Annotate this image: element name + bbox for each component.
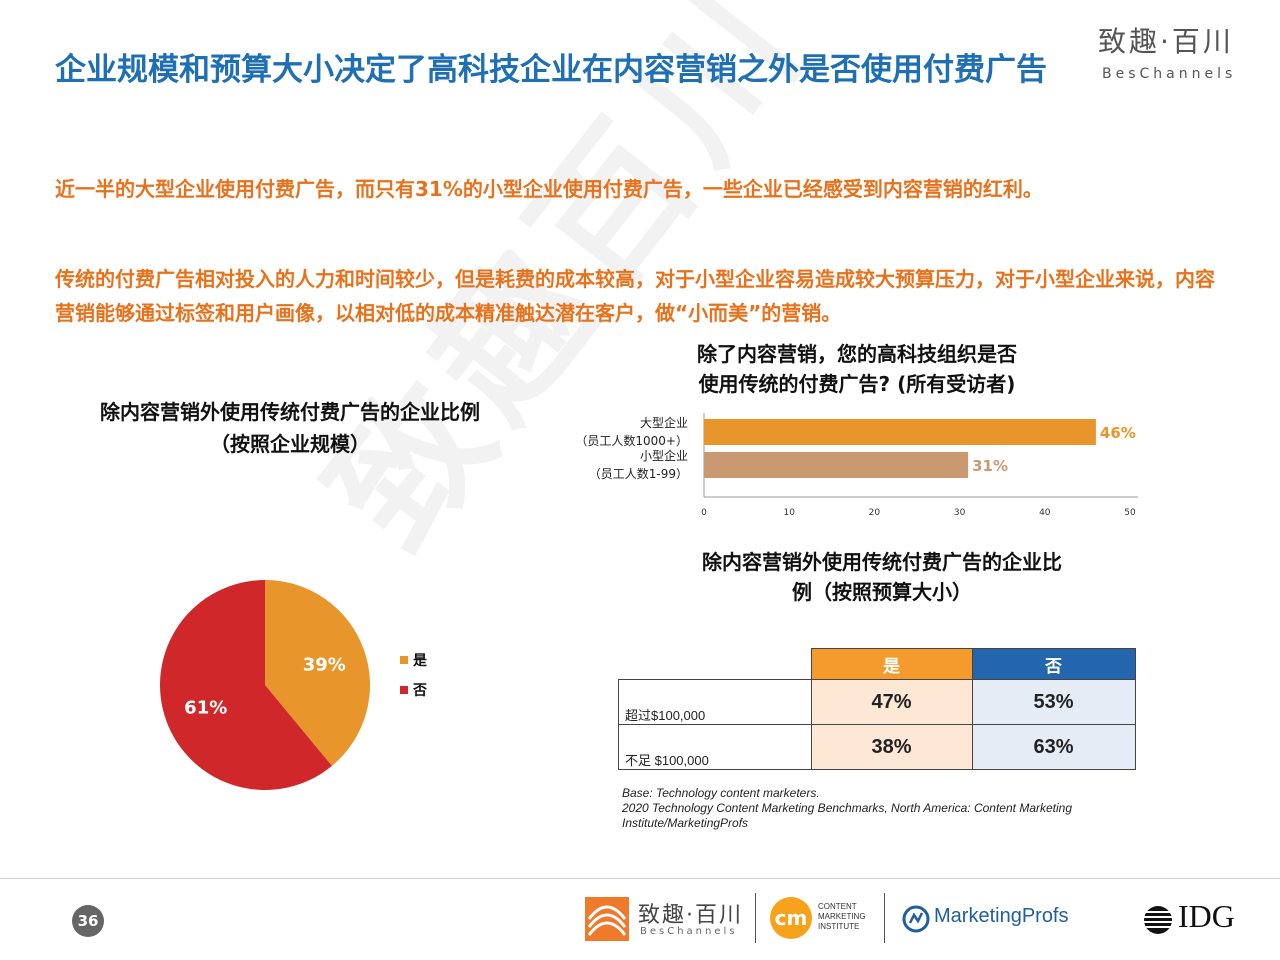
x-tick-label: 10 (783, 508, 795, 518)
legend-label: 是 (413, 653, 428, 669)
column-header-yes: 是 (810, 648, 973, 680)
bar (704, 452, 969, 478)
bar-value-label: 46% (1100, 424, 1136, 442)
pie-slice-label: 61% (184, 697, 227, 718)
legend-swatch (400, 656, 408, 664)
table-corner (619, 649, 812, 680)
x-tick-label: 0 (701, 508, 707, 518)
category-label: （员工人数1000+） (575, 433, 688, 448)
cell-value: 53% (971, 679, 1136, 725)
budget-table: 是 否 超过$100,000 47% 53% 不足 $100,000 38% 6… (618, 648, 1136, 770)
table-title: 除内容营销外使用传统付费广告的企业比 例（按照预算大小） (612, 547, 1152, 607)
pie-slice-label: 39% (303, 655, 346, 676)
category-label: 大型企业 (640, 415, 688, 430)
pie-chart: 39% 61% 是否 (160, 580, 428, 790)
pie-slice (160, 580, 332, 790)
source-line-2: 2020 Technology Content Marketing Benchm… (622, 801, 1073, 830)
source-line-1: Base: Technology content marketers. (622, 786, 820, 800)
cell-value: 38% (810, 724, 973, 770)
category-label: 小型企业 (640, 448, 688, 463)
pie-slice (265, 580, 370, 766)
bar-chart: 0 10 20 30 40 50 46% 大型企业 （员工人数1000+） 31% 小型企业 （员工人… (575, 413, 1138, 518)
category-label: （员工人数1-99） (589, 466, 688, 481)
brand-logo-en: BesChannels (1102, 66, 1237, 82)
x-tick-label: 30 (954, 508, 966, 518)
cmi-line: CONTENT (818, 902, 857, 911)
idg-logo-text: IDG (1178, 898, 1235, 934)
footer-logo1-en: BesChannels (640, 926, 738, 937)
legend-label: 否 (412, 683, 427, 699)
bar (704, 419, 1096, 445)
brand-logo-cn: 致趣·百川 (1098, 25, 1234, 58)
table-title-line1: 除内容营销外使用传统付费广告的企业比 (702, 550, 1062, 574)
insight-paragraph-2: 传统的付费广告相对投入的人力和时间较少，但是耗费的成本较高，对于小型企业容易造成… (55, 267, 1215, 325)
bar-chart-title-line1: 除了内容营销，您的高科技组织是否 (697, 342, 1017, 366)
beschannels-logo-icon (585, 897, 629, 941)
row-label: 不足 $100,000 (618, 724, 812, 770)
x-tick-label: 40 (1039, 508, 1051, 518)
marketingprofs-logo-text: MarketingProfs (934, 905, 1069, 927)
bar-chart-title-line2: 使用传统的付费广告? (所有受访者) (698, 372, 1016, 396)
cmi-logo-icon: cm (770, 897, 812, 939)
footer-separator (755, 893, 756, 943)
bar-chart-title: 除了内容营销，您的高科技组织是否 使用传统的付费广告? (所有受访者) (612, 339, 1102, 399)
row-label: 超过$100,000 (618, 679, 812, 725)
pie-chart-title-line1: 除内容营销外使用传统付费广告的企业比例 (100, 400, 480, 424)
cmi-logo-text: CONTENT MARKETING INSTITUTE (818, 902, 866, 932)
idg-logo-icon (1143, 905, 1177, 935)
table-row: 不足 $100,000 38% 63% (618, 724, 1136, 770)
pie-chart-title-line2: （按照企业规模） (210, 432, 370, 456)
footer-logo1-cn: 致趣·百川 (638, 903, 743, 928)
insight-paragraph-1: 近一半的大型企业使用付费广告，而只有31%的小型企业使用付费广告，一些企业已经感… (55, 177, 1043, 201)
x-tick-label: 20 (869, 508, 881, 518)
legend-swatch (400, 686, 408, 694)
x-tick-label: 50 (1124, 508, 1136, 518)
footer-separator (884, 893, 885, 943)
pie-chart-title: 除内容营销外使用传统付费广告的企业比例 （按照企业规模） (40, 396, 540, 460)
table-title-line2: 例（按照预算大小） (792, 580, 972, 604)
bar-value-label: 31% (972, 457, 1008, 475)
marketingprofs-logo-icon (902, 905, 930, 933)
page-number: 36 (72, 905, 104, 937)
cell-value: 63% (971, 724, 1136, 770)
cell-value: 47% (810, 679, 973, 725)
column-header-no: 否 (971, 648, 1136, 680)
table-row: 超过$100,000 47% 53% (618, 679, 1136, 725)
footer-divider (0, 878, 1280, 879)
cmi-line: INSTITUTE (818, 922, 860, 931)
source-note: Base: Technology content marketers. 2020… (622, 786, 1182, 831)
page-title: 企业规模和预算大小决定了高科技企业在内容营销之外是否使用付费广告 (55, 52, 1047, 88)
table-header-row: 是 否 (619, 648, 1136, 680)
cmi-line: MARKETING (818, 912, 866, 921)
